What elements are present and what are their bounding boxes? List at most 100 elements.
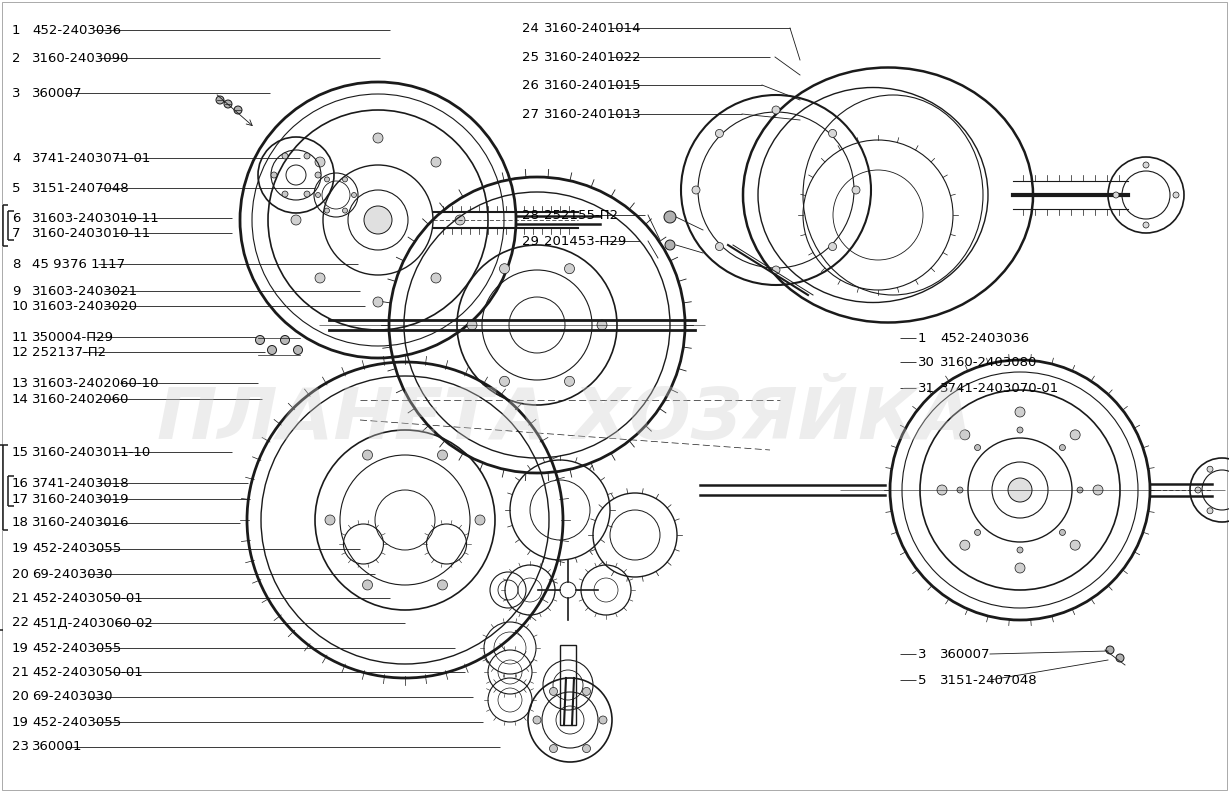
Text: 13: 13 (12, 376, 29, 390)
Circle shape (664, 211, 676, 223)
Text: 24: 24 (522, 21, 538, 35)
Text: 4: 4 (12, 151, 21, 165)
Circle shape (315, 157, 324, 167)
Text: 201453-П29: 201453-П29 (544, 234, 627, 248)
Text: 3160-2403010-11: 3160-2403010-11 (32, 227, 151, 239)
Circle shape (438, 580, 447, 590)
Text: 14: 14 (12, 393, 28, 406)
Text: 11: 11 (12, 330, 29, 344)
Text: 19: 19 (12, 715, 28, 729)
Circle shape (272, 172, 277, 178)
Text: 26: 26 (522, 78, 538, 92)
Text: 3160-2401015: 3160-2401015 (544, 78, 642, 92)
Circle shape (316, 192, 321, 197)
Text: 22: 22 (12, 616, 29, 630)
Circle shape (692, 186, 701, 194)
Circle shape (304, 153, 310, 159)
Text: 452-2403036: 452-2403036 (940, 332, 1029, 345)
Text: 21: 21 (12, 592, 29, 604)
Circle shape (772, 106, 780, 114)
Circle shape (256, 336, 264, 345)
Circle shape (1093, 485, 1102, 495)
Text: 7: 7 (12, 227, 21, 239)
Circle shape (1143, 162, 1149, 168)
Circle shape (1059, 529, 1066, 535)
Circle shape (828, 242, 837, 250)
Bar (560, 645, 576, 725)
Circle shape (351, 192, 356, 197)
Circle shape (268, 345, 277, 355)
Text: 3151-2407048: 3151-2407048 (32, 181, 129, 195)
Text: ПЛАНЕТА ХОЗЯЙКА: ПЛАНЕТА ХОЗЯЙКА (157, 385, 973, 455)
Circle shape (281, 153, 288, 159)
Circle shape (1015, 563, 1025, 573)
Circle shape (324, 208, 329, 213)
Circle shape (852, 186, 860, 194)
Text: 9: 9 (12, 284, 21, 298)
Circle shape (363, 580, 372, 590)
Text: 30: 30 (918, 356, 935, 368)
Circle shape (363, 450, 372, 460)
Circle shape (564, 376, 574, 386)
Text: 3160-2403016: 3160-2403016 (32, 516, 129, 530)
Circle shape (324, 177, 329, 182)
Circle shape (960, 430, 970, 440)
Text: 5: 5 (12, 181, 21, 195)
Text: 19: 19 (12, 543, 28, 555)
Text: 3: 3 (12, 86, 21, 100)
Circle shape (364, 206, 392, 234)
Text: 1: 1 (918, 332, 927, 345)
Text: 15: 15 (12, 445, 29, 459)
Text: 452-2403055: 452-2403055 (32, 543, 122, 555)
Text: 31603-2403021: 31603-2403021 (32, 284, 138, 298)
Circle shape (372, 133, 383, 143)
Text: 350004-П29: 350004-П29 (32, 330, 114, 344)
Circle shape (1070, 430, 1080, 440)
Text: 10: 10 (12, 299, 28, 313)
Circle shape (975, 444, 981, 451)
Text: 5: 5 (918, 673, 927, 687)
Circle shape (343, 208, 348, 213)
Circle shape (564, 264, 574, 274)
Text: 452-2403050-01: 452-2403050-01 (32, 592, 143, 604)
Circle shape (1113, 192, 1118, 198)
Text: 6: 6 (12, 211, 21, 224)
Circle shape (281, 191, 288, 197)
Circle shape (1195, 487, 1201, 493)
Text: 452-2403036: 452-2403036 (32, 24, 122, 36)
Circle shape (583, 687, 590, 695)
Circle shape (431, 157, 441, 167)
Text: 3160-2401014: 3160-2401014 (544, 21, 642, 35)
Text: 252155-П2: 252155-П2 (544, 208, 618, 222)
Circle shape (665, 240, 675, 250)
Text: 8: 8 (12, 257, 21, 271)
Circle shape (533, 716, 541, 724)
Text: 27: 27 (522, 108, 540, 120)
Text: 3160-2403090: 3160-2403090 (32, 51, 129, 64)
Text: 3160-2401013: 3160-2401013 (544, 108, 642, 120)
Text: 3160-2402060: 3160-2402060 (32, 393, 129, 406)
Text: 23: 23 (12, 741, 29, 753)
Circle shape (936, 485, 948, 495)
Circle shape (304, 191, 310, 197)
Circle shape (234, 106, 242, 114)
Text: 1: 1 (12, 24, 21, 36)
Text: 20: 20 (12, 568, 28, 581)
Circle shape (438, 450, 447, 460)
Circle shape (1008, 478, 1032, 502)
Text: 69-2403030: 69-2403030 (32, 568, 113, 581)
Text: 69-2403030: 69-2403030 (32, 691, 113, 703)
Text: 16: 16 (12, 477, 28, 489)
Circle shape (1207, 508, 1213, 514)
Circle shape (1106, 646, 1113, 654)
Text: 3160-2403019: 3160-2403019 (32, 493, 129, 505)
Circle shape (280, 336, 290, 345)
Text: 3741-2403071-01: 3741-2403071-01 (32, 151, 151, 165)
Text: 3160-2401022: 3160-2401022 (544, 51, 642, 63)
Circle shape (772, 266, 780, 274)
Circle shape (1172, 192, 1179, 198)
Circle shape (583, 744, 590, 752)
Circle shape (1018, 547, 1023, 553)
Text: 12: 12 (12, 345, 29, 359)
Text: 360007: 360007 (940, 648, 991, 661)
